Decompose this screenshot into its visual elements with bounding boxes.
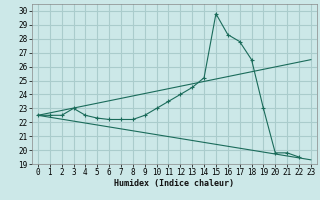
X-axis label: Humidex (Indice chaleur): Humidex (Indice chaleur): [115, 179, 234, 188]
